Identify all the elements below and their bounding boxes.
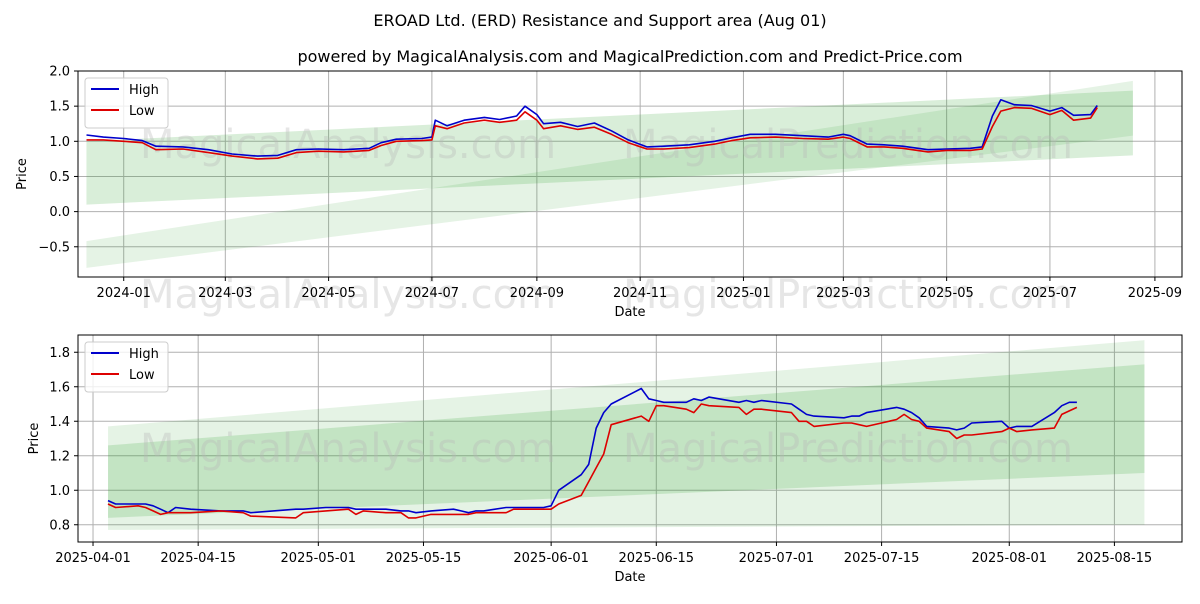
legend-label-low: Low [129, 104, 155, 119]
y-tick-label: 1.0 [49, 135, 70, 150]
x-tick-label: 2025-05-01 [281, 551, 357, 566]
x-tick-label: 2025-07-15 [844, 551, 920, 566]
y-tick-label: 1.0 [49, 484, 70, 499]
legend-box [84, 341, 169, 393]
legend: High Low [84, 77, 169, 129]
support-resistance-band [108, 364, 1145, 518]
series-line-low [86, 106, 1098, 160]
x-tick-label: 2025-04-01 [55, 551, 131, 566]
support-resistance-band [86, 80, 1133, 268]
x-tick-label: 2025-07 [1023, 286, 1077, 301]
watermark-text: MagicalPrediction.com [623, 426, 1073, 472]
x-tick-label: 2025-07-01 [739, 551, 815, 566]
x-tick-label: 2024-03 [198, 286, 252, 301]
watermark-text: MagicalAnalysis.com [140, 426, 556, 472]
plot-frame [77, 334, 1183, 543]
bottom-chart-panel: MagicalAnalysis.com MagicalPrediction.com… [27, 334, 1183, 585]
y-tick-label: 1.8 [49, 346, 70, 361]
x-tick-label: 2025-08-15 [1077, 551, 1153, 566]
x-tick-label: 2024-07 [405, 286, 459, 301]
y-tick-label: 2.0 [49, 65, 70, 80]
watermark-text: MagicalAnalysis.com [140, 122, 556, 168]
x-tick-label: 2024-05 [301, 286, 355, 301]
legend-box [84, 77, 169, 129]
x-tick-label: 2025-05-15 [386, 551, 462, 566]
watermark-text: MagicalPrediction.com [623, 122, 1073, 168]
x-tick-label: 2025-09 [1128, 286, 1182, 301]
x-tick-label: 2025-04-15 [160, 551, 236, 566]
legend: High Low [84, 341, 169, 393]
legend-label-high: High [129, 347, 159, 362]
watermark-text: MagicalAnalysis.com [140, 272, 556, 318]
series-line-high [86, 99, 1098, 157]
x-axis-label: Date [614, 570, 645, 585]
x-tick-label: 2025-01 [716, 286, 770, 301]
y-tick-label: 1.4 [49, 415, 70, 430]
support-resistance-band [86, 90, 1133, 205]
x-tick-label: 2025-05 [919, 286, 973, 301]
x-tick-label: 2025-06-15 [619, 551, 695, 566]
y-axis-label: Price [15, 158, 30, 190]
x-tick-label: 2024-09 [510, 286, 564, 301]
top-chart-panel: MagicalAnalysis.com MagicalPrediction.com… [15, 65, 1183, 320]
y-tick-label: 1.5 [49, 100, 70, 115]
y-tick-label: 1.6 [49, 380, 70, 395]
legend-label-low: Low [129, 368, 155, 383]
watermark-text: MagicalPrediction.com [623, 272, 1073, 318]
legend-label-high: High [129, 83, 159, 98]
chart-title: EROAD Ltd. (ERD) Resistance and Support … [373, 11, 826, 30]
series-line-low [107, 403, 1078, 519]
x-tick-label: 2025-08-01 [971, 551, 1047, 566]
x-tick-label: 2025-03 [816, 286, 870, 301]
y-tick-label: 1.2 [49, 449, 70, 464]
x-tick-label: 2024-11 [613, 286, 667, 301]
x-tick-label: 2024-01 [97, 286, 151, 301]
y-tick-label: 0.8 [49, 518, 70, 533]
x-axis-label: Date [614, 305, 645, 320]
chart-subtitle: powered by MagicalAnalysis.com and Magic… [297, 47, 962, 66]
y-tick-label: 0.5 [49, 170, 70, 185]
x-tick-label: 2025-06-01 [513, 551, 589, 566]
y-tick-label: −0.5 [38, 240, 70, 255]
y-axis-label: Price [27, 423, 42, 455]
series-line-high [107, 387, 1077, 514]
support-resistance-band [108, 340, 1145, 530]
plot-frame [77, 70, 1183, 278]
y-tick-label: 0.0 [49, 205, 70, 220]
